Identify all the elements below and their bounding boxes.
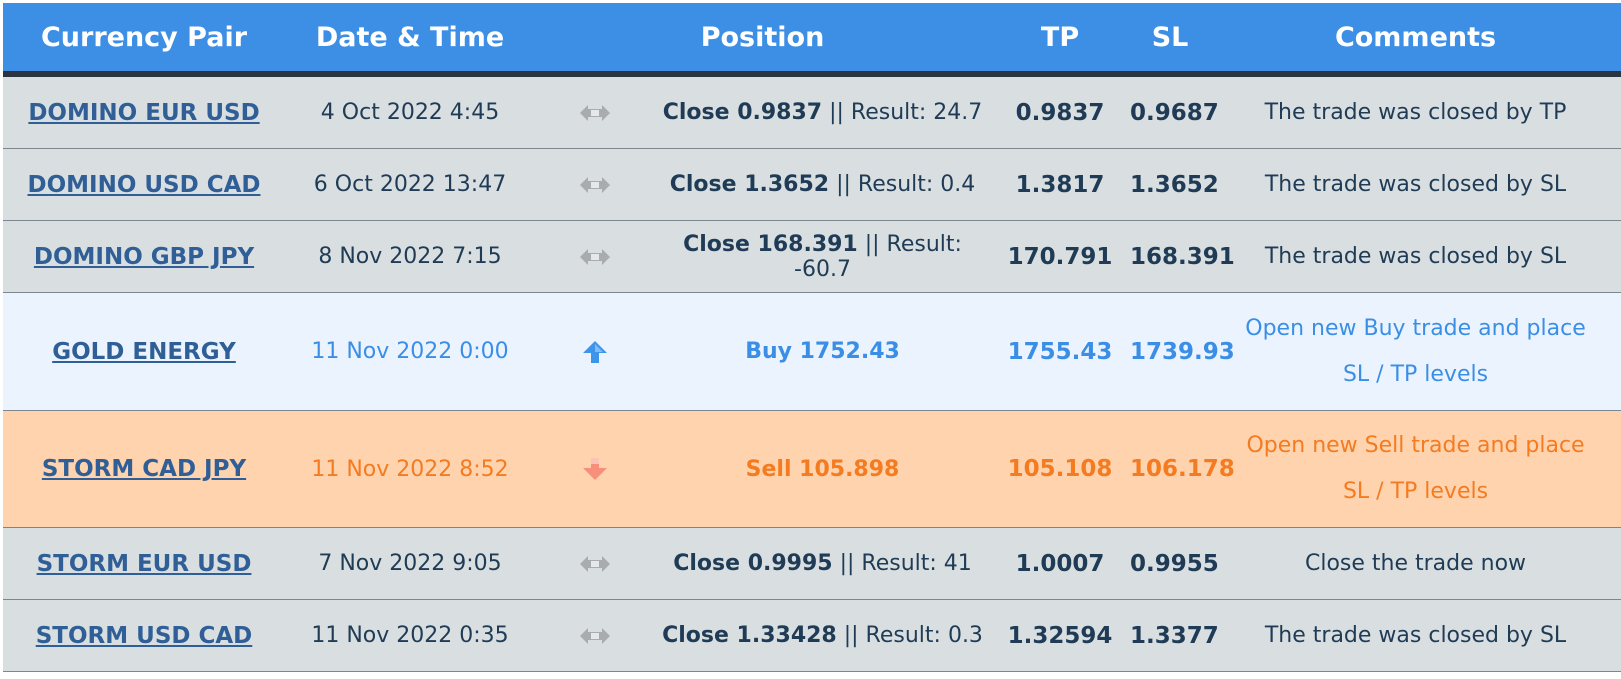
pair-link[interactable]: DOMINO USD CAD: [27, 171, 261, 198]
pair-link[interactable]: STORM USD CAD: [35, 622, 253, 649]
datetime-cell: 11 Nov 2022 8:52: [285, 410, 535, 528]
header-currency-pair: Currency Pair: [3, 3, 285, 77]
header-comments: Comments: [1210, 3, 1621, 77]
datetime-cell: 11 Nov 2022 0:35: [285, 599, 535, 672]
table-row: DOMINO GBP JPY 8 Nov 2022 7:15 Close 168…: [3, 220, 1621, 293]
comment-line-2: SL / TP levels: [1342, 479, 1489, 504]
position-main: Close 168.391: [683, 231, 858, 257]
comment-line-2: SL / TP levels: [1342, 361, 1489, 387]
table-row: GOLD ENERGY 11 Nov 2022 0:00 Buy 1752.43…: [3, 292, 1621, 411]
comment-cell: The trade was closed by SL: [1210, 599, 1621, 672]
comment-line-1: The trade was closed by SL: [1264, 622, 1567, 648]
position-result: || Result: 0.3: [836, 623, 983, 648]
table-row: DOMINO EUR USD 4 Oct 2022 4:45 Close 0.9…: [3, 74, 1621, 149]
neutral-arrows-icon: [535, 220, 655, 293]
table-header-row: Currency Pair Date & Time Position TP SL…: [3, 3, 1621, 77]
position-result: || Result: -60.7: [794, 231, 962, 282]
tp-cell: 170.791: [990, 220, 1131, 293]
table-row: STORM EUR USD 7 Nov 2022 9:05 Close 0.99…: [3, 527, 1621, 600]
pair-cell: GOLD ENERGY: [3, 292, 285, 411]
position-cell: Close 168.391 || Result: -60.7: [655, 220, 991, 293]
sl-cell: 106.178: [1130, 410, 1235, 528]
sl-cell: 1.3377: [1130, 599, 1219, 672]
neutral-arrows-icon: [535, 527, 655, 600]
comment-line-1: The trade was closed by SL: [1264, 243, 1567, 269]
datetime-cell: 8 Nov 2022 7:15: [285, 220, 535, 293]
tp-cell: 105.108: [990, 410, 1131, 528]
position-main: Close 1.3652: [669, 172, 830, 197]
table-row: STORM USD CAD 11 Nov 2022 0:35 Close 1.3…: [3, 599, 1621, 672]
header-tp: TP: [990, 3, 1131, 77]
sl-cell: 1739.93: [1130, 292, 1235, 411]
comment-cell: The trade was closed by SL: [1210, 148, 1621, 221]
comment-cell: Open new Buy trade and place SL / TP leve…: [1210, 292, 1621, 411]
down-arrow-icon: [535, 410, 655, 528]
pair-link[interactable]: STORM EUR USD: [36, 550, 252, 577]
tp-cell: 1.32594: [990, 599, 1131, 672]
position-cell: Close 1.3652 || Result: 0.4: [655, 148, 991, 221]
position-main: Close 0.9995: [673, 551, 833, 576]
position-cell: Buy 1752.43: [655, 292, 991, 411]
position-result: || Result: 41: [832, 551, 972, 576]
comment-cell: Open new Sell trade and place SL / TP lev…: [1210, 410, 1621, 528]
neutral-arrows-icon: [535, 148, 655, 221]
table-row: STORM CAD JPY 11 Nov 2022 8:52 Sell 105.…: [3, 410, 1621, 528]
comment-line-1: The trade was closed by TP: [1264, 99, 1567, 125]
pair-cell: STORM CAD JPY: [3, 410, 285, 528]
neutral-arrows-icon: [535, 599, 655, 672]
datetime-cell: 6 Oct 2022 13:47: [285, 148, 535, 221]
tp-cell: 1.0007: [990, 527, 1131, 600]
datetime-cell: 4 Oct 2022 4:45: [285, 74, 535, 149]
datetime-cell: 7 Nov 2022 9:05: [285, 527, 535, 600]
comment-line-1: Open new Sell trade and place: [1246, 433, 1585, 458]
pair-link[interactable]: STORM CAD JPY: [41, 456, 247, 482]
tp-cell: 1.3817: [990, 148, 1131, 221]
position-main: Sell 105.898: [745, 456, 900, 482]
comment-cell: The trade was closed by TP: [1210, 74, 1621, 149]
tp-cell: 0.9837: [990, 74, 1131, 149]
pair-cell: STORM EUR USD: [3, 527, 285, 600]
pair-cell: STORM USD CAD: [3, 599, 285, 672]
position-cell: Sell 105.898: [655, 410, 991, 528]
position-result: || Result: 24.7: [822, 100, 983, 125]
comment-line-1: Close the trade now: [1304, 550, 1527, 576]
tp-cell: 1755.43: [990, 292, 1131, 411]
datetime-cell: 11 Nov 2022 0:00: [285, 292, 535, 411]
table-row: DOMINO USD CAD 6 Oct 2022 13:47 Close 1.…: [3, 148, 1621, 221]
position-main: Buy 1752.43: [745, 339, 900, 364]
neutral-arrows-icon: [535, 74, 655, 149]
header-date-time: Date & Time: [285, 3, 535, 77]
pair-cell: DOMINO EUR USD: [3, 74, 285, 149]
sl-cell: 168.391: [1130, 220, 1235, 293]
position-cell: Close 1.33428 || Result: 0.3: [655, 599, 991, 672]
pair-cell: DOMINO GBP JPY: [3, 220, 285, 293]
sl-cell: 0.9955: [1130, 527, 1219, 600]
comment-line-1: Open new Buy trade and place: [1245, 315, 1586, 341]
position-cell: Close 0.9995 || Result: 41: [655, 527, 991, 600]
pair-link[interactable]: DOMINO EUR USD: [28, 99, 260, 126]
trades-table: Currency Pair Date & Time Position TP SL…: [3, 3, 1621, 672]
pair-link[interactable]: GOLD ENERGY: [52, 338, 236, 365]
header-sl: SL: [1130, 3, 1211, 77]
position-main: Close 0.9837: [662, 100, 823, 125]
comment-line-1: The trade was closed by SL: [1264, 171, 1567, 197]
sl-cell: 1.3652: [1130, 148, 1219, 221]
position-result: || Result: 0.4: [829, 172, 976, 197]
sl-cell: 0.9687: [1130, 74, 1219, 149]
pair-link[interactable]: DOMINO GBP JPY: [33, 243, 255, 270]
header-position: Position: [535, 3, 991, 77]
trades-table-container: Currency Pair Date & Time Position TP SL…: [3, 3, 1621, 672]
position-cell: Close 0.9837 || Result: 24.7: [655, 74, 991, 149]
comment-cell: Close the trade now: [1210, 527, 1621, 600]
pair-cell: DOMINO USD CAD: [3, 148, 285, 221]
position-main: Close 1.33428: [662, 623, 837, 648]
up-arrow-icon: [535, 292, 655, 411]
comment-cell: The trade was closed by SL: [1210, 220, 1621, 293]
